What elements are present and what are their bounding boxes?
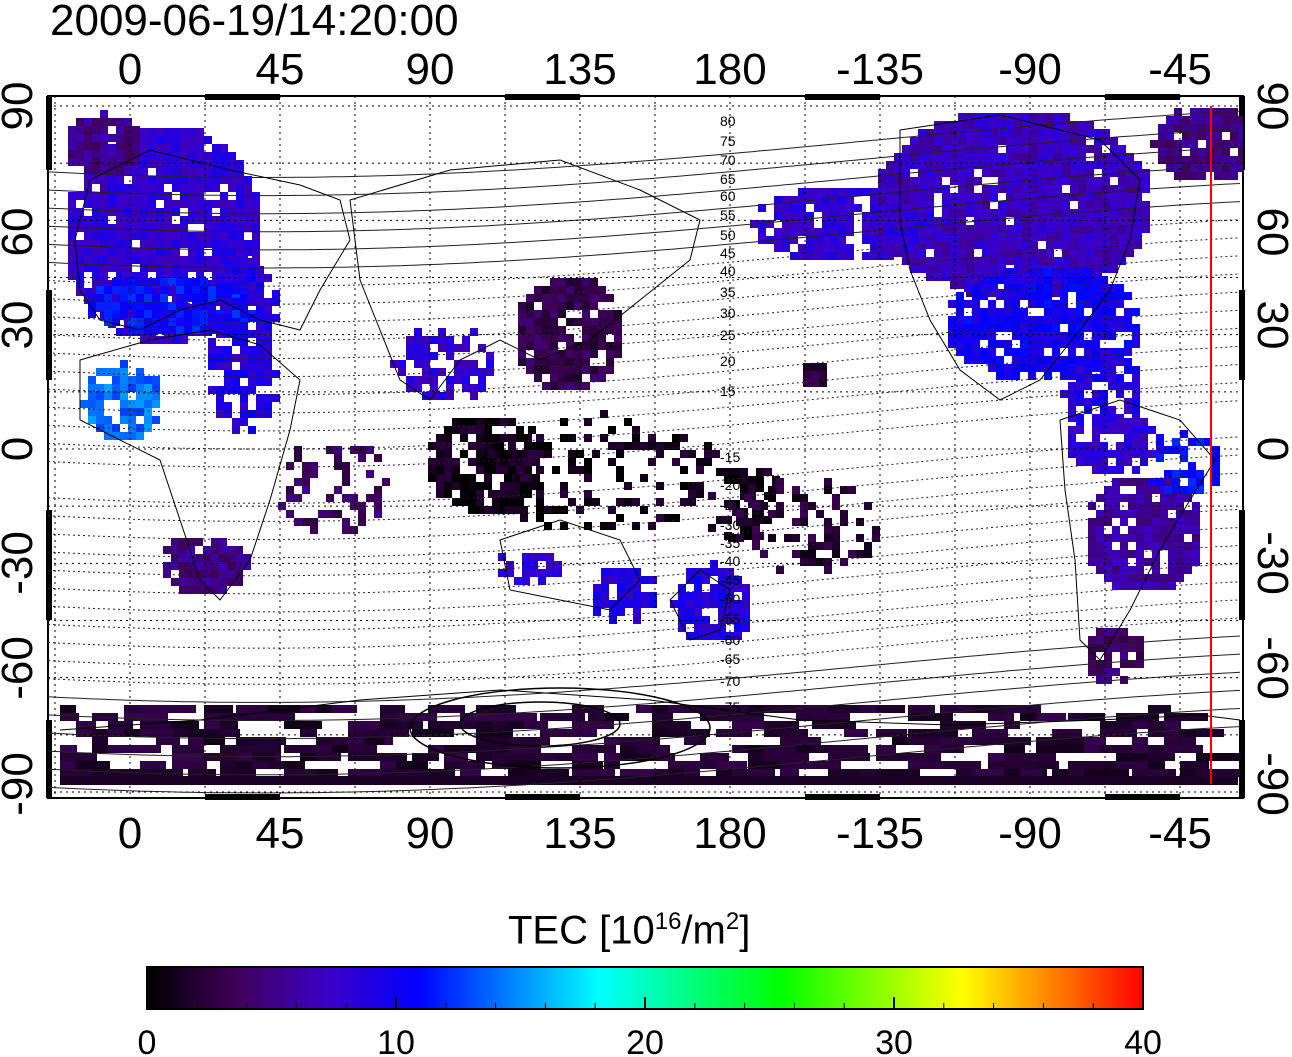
colorbar-title: TEC [1016/m2] (508, 908, 751, 953)
contour-label: 35 (720, 284, 736, 300)
longitude-labels-top: 0 45 90 135 180 -135 -90 -45 (118, 45, 1212, 94)
latitude-labels-left: 90 60 30 0 -30 -60 -90 (0, 82, 42, 816)
contour-label: 20 (720, 353, 736, 369)
contour-label: -50 (720, 591, 740, 607)
lat-label-left: 60 (0, 208, 42, 257)
timestamp-title: 2009-06-19/14:20:00 (50, 0, 459, 45)
contour-label: 60 (720, 188, 736, 204)
contour-label: -65 (720, 651, 740, 667)
lon-label-top: -90 (998, 45, 1062, 94)
lon-label-bottom: 45 (256, 809, 305, 858)
lon-label-bottom: -45 (1148, 809, 1212, 858)
lon-label-bottom: 90 (406, 809, 455, 858)
contour-label: 65 (720, 171, 736, 187)
colorbar-tick-label: 30 (875, 1024, 913, 1057)
colorbar-tick-label: 0 (138, 1024, 157, 1057)
contour-label: -60 (720, 632, 740, 648)
lat-label-right: 90 (1248, 82, 1292, 131)
colorbar-ticks: 0 10 20 30 40 (138, 997, 1162, 1057)
contour-label: -35 (720, 535, 740, 551)
contour-label: 45 (720, 245, 736, 261)
lon-label-top: 180 (693, 45, 766, 94)
longitude-labels-bottom: 0 45 90 135 180 -135 -90 -45 (118, 809, 1212, 858)
lon-label-top: -45 (1148, 45, 1212, 94)
lat-label-right: -60 (1248, 636, 1292, 700)
lon-label-bottom: -135 (836, 809, 924, 858)
contour-label: 55 (720, 207, 736, 223)
contour-label: -70 (720, 673, 740, 689)
lon-label-top: 0 (118, 45, 142, 94)
contour-label: 15 (720, 383, 736, 399)
lat-label-right: 60 (1248, 208, 1292, 257)
contour-label: 40 (720, 263, 736, 279)
magnetic-latitude-contours (48, 110, 1241, 794)
lon-label-bottom: -90 (998, 809, 1062, 858)
contour-label: 50 (720, 227, 736, 243)
colorbar: 0 10 20 30 40 (138, 966, 1162, 1057)
contour-label: 70 (720, 152, 736, 168)
lon-label-top: 90 (406, 45, 455, 94)
contour-label: -25 (720, 497, 740, 513)
tec-map: 8075706560555045403530252015-15-20-25-30… (0, 45, 1292, 858)
lon-label-top: 135 (543, 45, 616, 94)
contour-label: -40 (720, 553, 740, 569)
lat-label-left: 0 (0, 437, 42, 461)
colorbar-tick-label: 40 (1124, 1024, 1162, 1057)
lon-label-top: -135 (836, 45, 924, 94)
lat-label-right: 0 (1248, 437, 1292, 461)
map-border-ticks (46, 94, 1245, 800)
contour-label: -15 (720, 449, 740, 465)
contour-label: -55 (720, 611, 740, 627)
contour-label: 30 (720, 305, 736, 321)
contour-label: -30 (720, 517, 740, 533)
lat-label-left: -90 (0, 752, 42, 816)
lat-label-left: -30 (0, 531, 42, 595)
lon-label-bottom: 135 (543, 809, 616, 858)
contour-label: 75 (720, 133, 736, 149)
lon-label-top: 45 (256, 45, 305, 94)
colorbar-tick-label: 20 (626, 1024, 664, 1057)
contour-label: 25 (720, 327, 736, 343)
lat-label-left: 90 (0, 82, 42, 131)
lat-label-left: 30 (0, 301, 42, 350)
lat-label-right: 30 (1248, 301, 1292, 350)
lat-label-right: -90 (1248, 752, 1292, 816)
contour-label: -20 (720, 477, 740, 493)
lat-label-right: -30 (1248, 531, 1292, 595)
lat-label-left: -60 (0, 636, 42, 700)
contour-label: -75 (720, 699, 740, 715)
latitude-labels-right: 90 60 30 0 -30 -60 -90 (1248, 82, 1292, 816)
grid-lines (48, 96, 1243, 798)
lon-label-bottom: 0 (118, 809, 142, 858)
lon-label-bottom: 180 (693, 809, 766, 858)
contour-label: 80 (720, 113, 736, 129)
colorbar-tick-label: 10 (377, 1024, 415, 1057)
contour-label: -45 (720, 572, 740, 588)
